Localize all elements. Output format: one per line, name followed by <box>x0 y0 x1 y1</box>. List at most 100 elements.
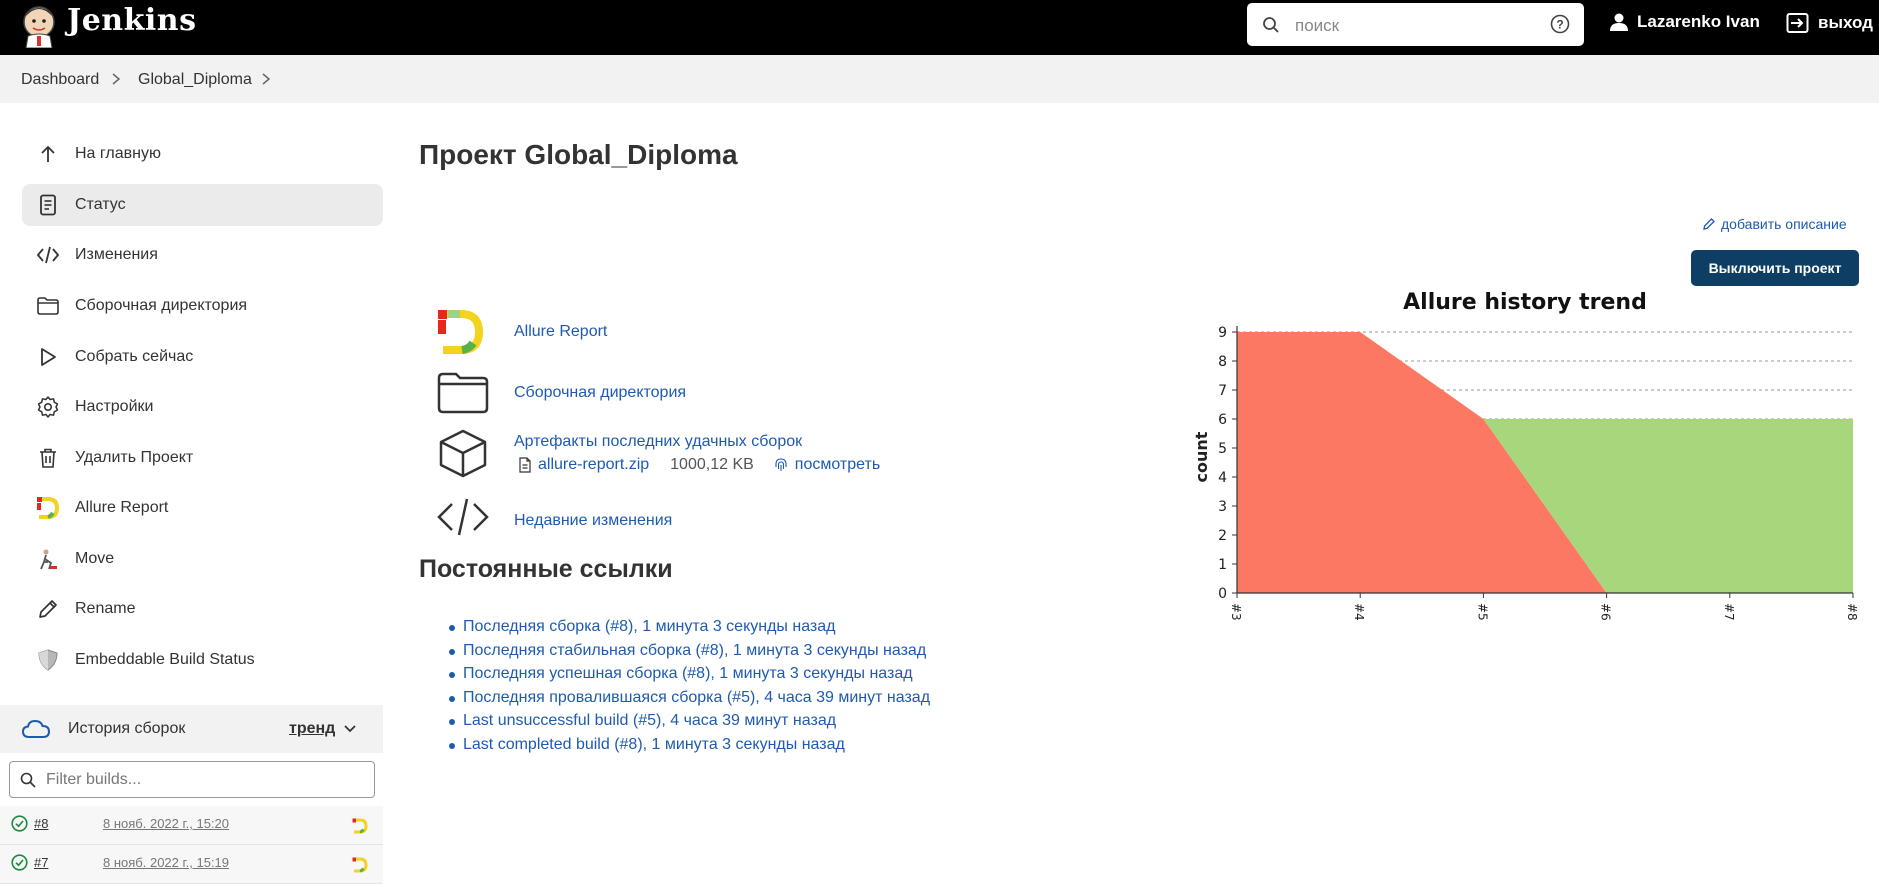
artifacts-link[interactable]: Артефакты последних удачных сборок <box>514 433 803 450</box>
allure-icon[interactable] <box>352 857 368 873</box>
filter-builds-input[interactable] <box>44 768 348 792</box>
sidebar-item-label: Собрать сейчас <box>75 348 194 365</box>
chart-y-tick-label: 8 <box>1218 354 1227 370</box>
workspace-link[interactable]: Сборочная директория <box>514 384 687 401</box>
allure-report-link[interactable]: Allure Report <box>514 323 608 340</box>
chart-y-tick-label: 3 <box>1218 499 1227 515</box>
page-title: Проект Global_Diploma <box>419 139 738 170</box>
sidebar-item-build-now[interactable]: Собрать сейчас <box>22 336 383 378</box>
permalink-last-completed-build[interactable]: Last completed build (#8), 1 минута 3 се… <box>463 735 845 753</box>
recent-changes-link[interactable]: Недавние изменения <box>514 512 673 529</box>
sidebar-item-label: На главную <box>75 145 161 162</box>
chart-y-tick-label: 2 <box>1218 528 1227 544</box>
sidebar-item-allure-report[interactable]: Allure Report <box>22 487 383 529</box>
jenkins-logo-icon[interactable] <box>20 4 58 48</box>
chart-x-tick-label: #3 <box>1229 603 1243 621</box>
chart-x-tick-label: #6 <box>1599 603 1613 621</box>
sidebar-item-embeddable-build-status[interactable]: Embeddable Build Status <box>22 639 383 681</box>
permalinks-list: Последняя сборка (#8), 1 минута 3 секунд… <box>448 618 931 760</box>
add-description-label: добавить описание <box>1721 216 1847 232</box>
permalink-item: Последняя стабильная сборка (#8), 1 мину… <box>448 641 930 666</box>
chart-y-tick-label: 5 <box>1218 441 1227 457</box>
trash-icon <box>40 448 56 468</box>
search-input[interactable] <box>1293 11 1537 41</box>
user-icon <box>1610 13 1628 31</box>
logout-label: выход <box>1818 13 1873 32</box>
build-date-link[interactable]: 8 нояб. 2022 г., 15:19 <box>103 855 230 870</box>
artifact-size: 1000,12 KB <box>670 456 754 473</box>
add-description-link[interactable]: добавить описание <box>1702 216 1847 232</box>
shield-icon <box>38 649 58 671</box>
allure-trend-chart-svg: Allure history trend count 0 1 2 3 4 5 6 7 8 9 #3 #… <box>1192 290 1859 621</box>
sidebar-item-label: Настройки <box>75 398 154 415</box>
sidebar-item-settings[interactable]: Настройки <box>22 386 383 428</box>
sidebar-item-delete-project[interactable]: Удалить Проект <box>22 437 383 479</box>
disable-project-button[interactable]: Выключить проект <box>1691 250 1859 286</box>
sidebar-item-label: Rename <box>75 600 136 617</box>
breadcrumb-dashboard[interactable]: Dashboard <box>21 71 100 88</box>
permalink-last-failed-build[interactable]: Последняя провалившаяся сборка (#5), 4 ч… <box>463 688 931 706</box>
sidebar-item-label: Изменения <box>75 246 158 263</box>
permalink-item: Last completed build (#8), 1 минута 3 се… <box>448 735 930 760</box>
chart-x-tick-label: #5 <box>1475 603 1489 621</box>
build-row[interactable]: #7 8 нояб. 2022 г., 15:19 <box>0 845 383 884</box>
brand-title[interactable]: Jenkins <box>67 3 197 38</box>
sidebar-item-workspace[interactable]: Сборочная директория <box>22 285 383 327</box>
sidebar-item-label: Статус <box>75 196 126 213</box>
help-icon[interactable]: ? <box>1550 14 1570 34</box>
sidebar-item-label: Move <box>75 550 115 567</box>
search-icon <box>1263 17 1279 33</box>
artifact-file-link[interactable]: allure-report.zip <box>538 456 650 473</box>
user-link[interactable]: Lazarenko Ivan <box>1609 12 1760 32</box>
sidebar-item-changes[interactable]: Изменения <box>22 234 383 276</box>
chart-x-tick-label: #7 <box>1722 603 1736 621</box>
permalink-last-successful-build[interactable]: Последняя успешная сборка (#8), 1 минута… <box>463 665 913 682</box>
allure-trend-chart[interactable]: Allure history trend count 0 1 2 3 4 5 6 7 8 9 #3 #… <box>1185 280 1879 640</box>
sidebar-item-move[interactable]: Move <box>22 538 383 580</box>
artifact-view-link[interactable]: посмотреть <box>794 456 881 473</box>
svg-text:?: ? <box>1556 18 1563 32</box>
logout-link[interactable]: выход <box>1786 12 1873 34</box>
sidebar-item-rename[interactable]: Rename <box>22 588 383 630</box>
sidebar-item-label: Allure Report <box>75 499 169 516</box>
fingerprint-icon[interactable] <box>774 457 788 473</box>
allure-icon <box>37 497 60 519</box>
chart-x-tick-label: #8 <box>1845 603 1859 621</box>
package-icon <box>439 429 487 478</box>
build-row[interactable]: #8 8 нояб. 2022 г., 15:20 <box>0 806 383 845</box>
sidebar-item-home[interactable]: На главную <box>22 133 383 175</box>
allure-logo-icon <box>438 310 484 354</box>
breadcrumb: Dashboard Global_Diploma <box>0 55 1879 103</box>
build-number-link[interactable]: #7 <box>34 855 49 870</box>
permalink-last-unsuccessful-build[interactable]: Last unsuccessful build (#5), 4 часа 39 … <box>463 712 837 729</box>
trend-link[interactable]: тренд <box>289 720 336 737</box>
file-icon <box>519 457 531 473</box>
permalinks-title: Постоянные ссылки <box>419 555 673 583</box>
chart-title: Allure history trend <box>1403 290 1647 315</box>
success-check-icon <box>11 854 28 871</box>
chart-y-tick-label: 0 <box>1218 586 1227 602</box>
chart-y-tick-label: 6 <box>1218 412 1227 428</box>
artifact-file-row: allure-report.zip 1000,12 KB посмотреть <box>518 456 880 474</box>
search-box: ? <box>1247 3 1584 46</box>
play-icon <box>41 348 56 366</box>
build-number-link[interactable]: #8 <box>34 816 49 831</box>
search-icon <box>20 772 36 788</box>
pencil-icon <box>1703 218 1715 230</box>
breadcrumb-project[interactable]: Global_Diploma <box>138 71 252 88</box>
build-date-link[interactable]: 8 нояб. 2022 г., 15:20 <box>103 816 230 831</box>
chevron-right-icon[interactable] <box>260 72 272 86</box>
chevron-down-icon[interactable] <box>343 724 357 734</box>
code-icon <box>437 498 489 536</box>
success-check-icon <box>11 815 28 832</box>
sidebar-item-status[interactable]: Статус <box>22 184 383 226</box>
sidebar-item-label: Сборочная директория <box>75 297 248 314</box>
arrow-up-icon <box>41 145 55 162</box>
move-icon <box>40 549 57 570</box>
sidebar-item-label: Удалить Проект <box>75 449 194 466</box>
permalink-item: Последняя успешная сборка (#8), 1 минута… <box>448 665 930 689</box>
allure-icon[interactable] <box>352 818 368 834</box>
permalink-last-stable-build[interactable]: Последняя стабильная сборка (#8), 1 мину… <box>463 641 927 659</box>
permalink-last-build[interactable]: Последняя сборка (#8), 1 минута 3 секунд… <box>463 618 836 635</box>
filter-builds-box <box>9 761 375 798</box>
